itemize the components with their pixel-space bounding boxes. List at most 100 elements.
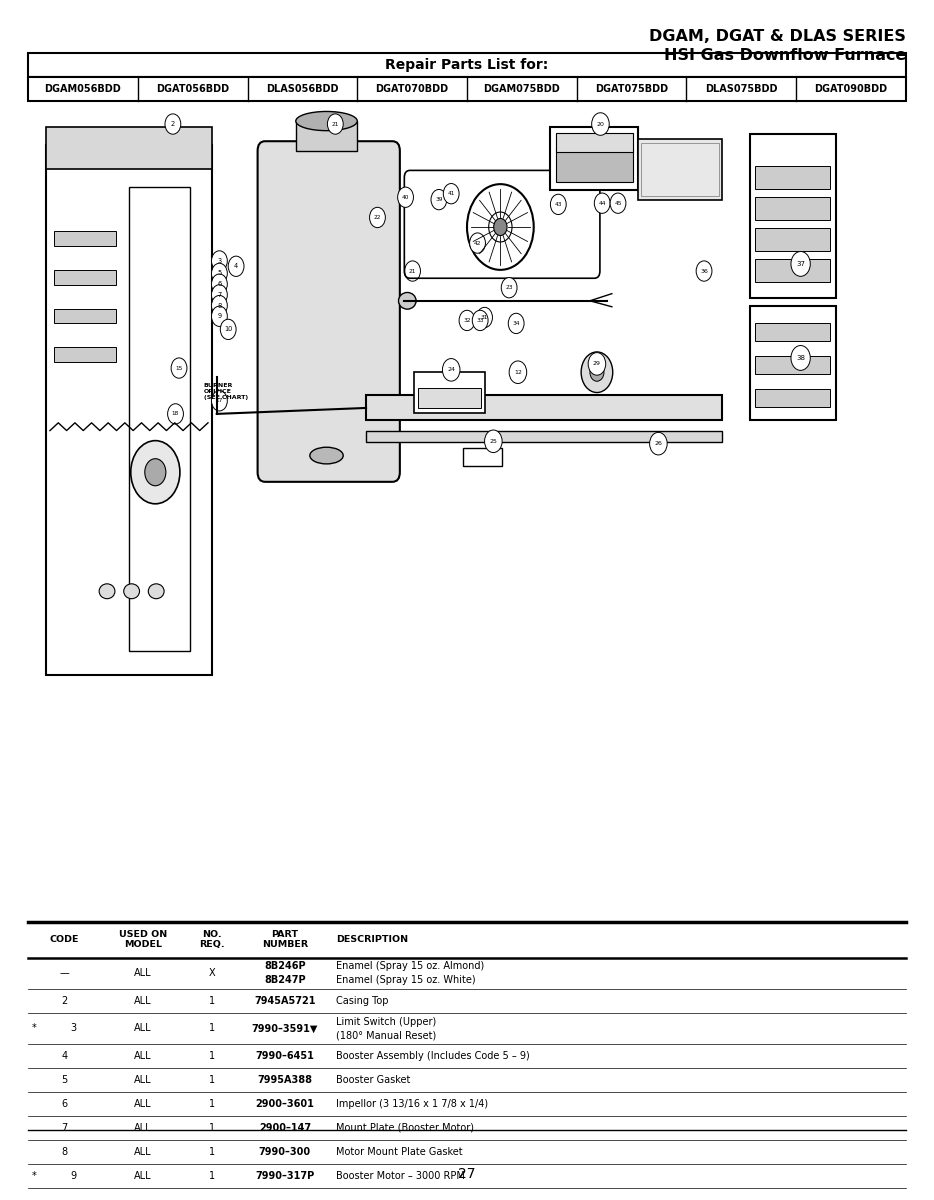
Text: 5: 5 [62,1075,67,1085]
Circle shape [444,184,460,204]
Bar [462,449,502,467]
Circle shape [509,361,527,384]
Text: 31: 31 [481,314,488,320]
Bar [54,308,116,324]
Text: 45: 45 [615,200,622,205]
Text: 20: 20 [597,121,604,126]
Bar [28,53,906,77]
Text: 7990–3591▼: 7990–3591▼ [251,1024,318,1033]
Text: 1: 1 [208,1024,215,1033]
Circle shape [443,359,460,382]
Text: 7990–317P: 7990–317P [255,1171,315,1181]
Ellipse shape [123,584,139,599]
Circle shape [131,440,180,504]
Text: 12: 12 [514,370,522,374]
Text: 26: 26 [655,442,662,446]
Bar [756,228,830,251]
Bar [415,372,485,413]
Text: 18: 18 [172,412,179,416]
Text: DLAS056BDD: DLAS056BDD [266,84,339,94]
Text: 7: 7 [62,1123,67,1133]
Text: 34: 34 [513,320,520,326]
Text: 15: 15 [176,366,183,371]
Text: Booster Motor – 3000 RPM: Booster Motor – 3000 RPM [336,1171,465,1181]
Text: *: * [32,1024,36,1033]
Text: 8B247P: 8B247P [264,976,305,985]
Circle shape [591,113,609,136]
Bar [54,270,116,284]
Text: 23: 23 [505,286,513,290]
Circle shape [460,311,474,330]
Circle shape [171,358,187,378]
Circle shape [211,295,227,316]
Text: DGAT075BDD: DGAT075BDD [595,84,668,94]
Text: 8B246P: 8B246P [264,961,305,971]
Bar [750,134,836,299]
Bar [756,259,830,282]
Circle shape [610,193,626,214]
Text: 6: 6 [62,1099,67,1109]
Circle shape [220,319,236,340]
Circle shape [370,208,386,228]
Bar [418,388,481,408]
Bar [556,148,632,182]
Circle shape [476,307,492,328]
Circle shape [211,263,227,283]
Text: 42: 42 [474,240,481,246]
Circle shape [650,432,667,455]
Circle shape [502,277,517,298]
Text: 1: 1 [208,1075,215,1085]
Text: 2: 2 [171,121,175,127]
Circle shape [696,260,712,281]
Text: Mount Plate (Booster Motor): Mount Plate (Booster Motor) [336,1123,474,1133]
Text: 7990–6451: 7990–6451 [255,1051,315,1061]
Bar [756,389,830,407]
Circle shape [467,184,533,270]
Ellipse shape [149,584,164,599]
Circle shape [494,218,507,235]
Text: 7945A5721: 7945A5721 [254,996,316,1006]
Text: NO.
REQ.: NO. REQ. [199,930,224,949]
Text: 44: 44 [599,200,606,205]
Ellipse shape [399,293,416,310]
Bar [54,347,116,362]
Text: Casing Top: Casing Top [336,996,389,1006]
Text: ALL: ALL [134,1051,151,1061]
Text: 22: 22 [374,215,381,220]
Text: DGAT070BDD: DGAT070BDD [375,84,448,94]
Ellipse shape [296,112,357,131]
Bar [750,306,836,420]
Text: 9: 9 [71,1171,77,1181]
Bar [756,167,830,188]
Circle shape [228,256,244,276]
Text: 39: 39 [435,197,443,202]
Text: X: X [208,968,215,978]
Circle shape [165,114,181,134]
Text: *: * [32,1171,36,1181]
Circle shape [167,403,183,424]
Text: 27: 27 [459,1166,475,1181]
Circle shape [211,306,227,326]
Circle shape [211,391,227,410]
Bar [129,186,191,650]
Text: 7995A388: 7995A388 [258,1075,312,1085]
Circle shape [588,353,606,376]
Bar [46,145,212,674]
Text: 1: 1 [208,1099,215,1109]
Text: (180° Manual Reset): (180° Manual Reset) [336,1031,436,1040]
Text: 1: 1 [208,1147,215,1157]
Text: 7: 7 [218,292,221,298]
Text: CODE: CODE [50,935,79,944]
Text: DGAT056BDD: DGAT056BDD [156,84,229,94]
Text: 32: 32 [463,318,471,323]
Bar [54,232,116,246]
Text: 2900–3601: 2900–3601 [255,1099,315,1109]
Bar [556,133,632,152]
Circle shape [211,274,227,294]
Text: 21: 21 [332,121,339,126]
Circle shape [211,251,227,271]
Bar [550,127,638,190]
Text: 9: 9 [218,313,221,319]
Text: 2: 2 [62,996,67,1006]
Text: USED ON
MODEL: USED ON MODEL [119,930,167,949]
